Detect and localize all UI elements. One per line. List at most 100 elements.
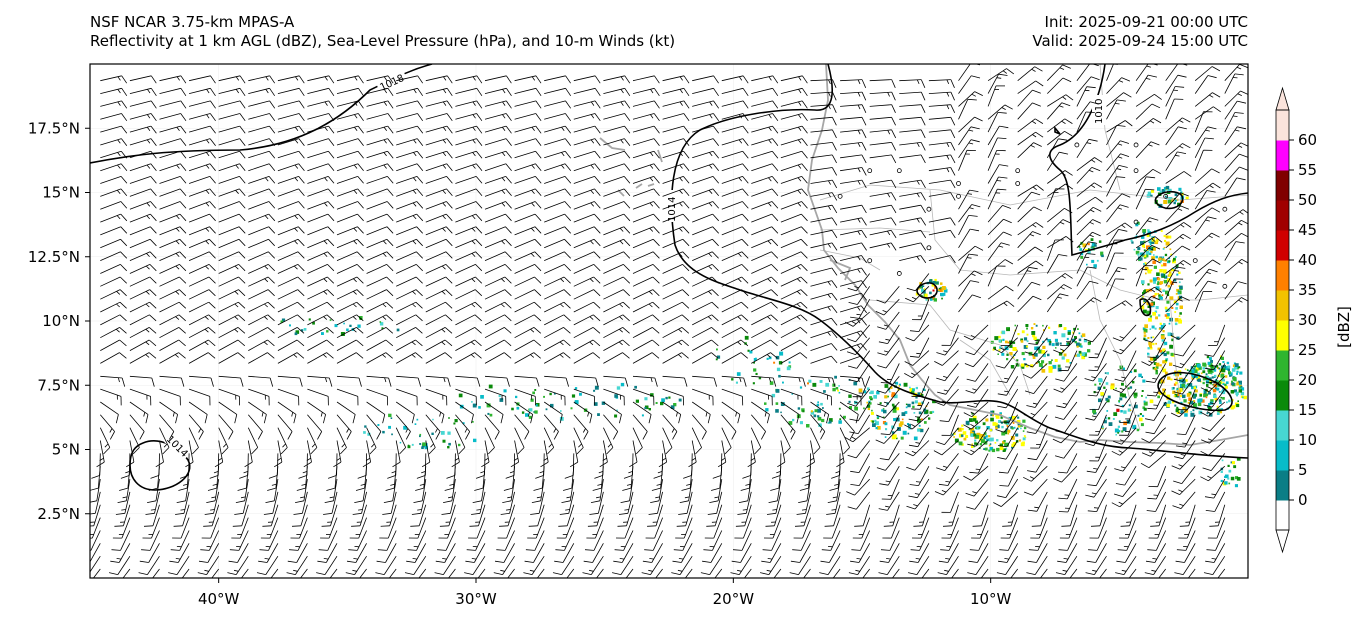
reflectivity-pixel	[839, 418, 842, 421]
wind-barb	[218, 427, 229, 455]
reflectivity-pixel	[1135, 250, 1140, 255]
wind-barb	[839, 330, 868, 339]
wind-barb	[188, 276, 216, 287]
reflectivity-pixel	[620, 382, 625, 387]
wind-barb	[1024, 337, 1048, 356]
wind-barb	[336, 301, 364, 313]
reflectivity-pixel	[958, 441, 963, 446]
reflectivity-pixel	[1191, 385, 1195, 390]
wind-barb	[933, 440, 959, 456]
reflectivity-pixel	[871, 409, 873, 412]
wind-barb	[839, 355, 868, 364]
reflectivity-pixel	[1148, 239, 1152, 242]
reflectivity-pixel	[940, 286, 942, 289]
reflectivity-pixel	[998, 420, 1002, 423]
wind-barb	[336, 339, 364, 351]
reflectivity-pixel	[905, 406, 908, 409]
wind-barb	[425, 388, 448, 406]
reflectivity-pixel	[1073, 327, 1076, 331]
wind-barb	[734, 517, 752, 539]
reflectivity-pixel	[1174, 193, 1178, 197]
wind-barb	[455, 125, 483, 134]
reflectivity-pixel	[1214, 369, 1217, 372]
reflectivity-pixel	[1143, 246, 1146, 249]
reflectivity-pixel	[884, 422, 888, 426]
reflectivity-pixel	[992, 410, 995, 413]
reflectivity-pixel	[905, 403, 908, 406]
wind-barb	[1046, 138, 1068, 159]
wind-barb	[573, 125, 601, 134]
wind-barb	[1135, 93, 1162, 107]
reflectivity-pixel	[992, 348, 995, 351]
reflectivity-pixel	[1207, 361, 1211, 365]
wind-barb	[396, 113, 424, 122]
wind-barb	[846, 337, 871, 355]
wind-barb	[751, 176, 779, 184]
wind-barb	[336, 176, 364, 184]
wind-barb	[908, 555, 930, 575]
wind-barb	[573, 301, 601, 313]
wind-barb	[129, 314, 157, 326]
reflectivity-pixel	[917, 402, 922, 406]
wind-barb	[573, 339, 601, 351]
reflectivity-pixel	[1048, 343, 1052, 346]
wind-barb	[662, 314, 690, 326]
wind-barb	[1173, 363, 1196, 382]
reflectivity-pixel	[1010, 365, 1015, 369]
slp-contour-1010	[1049, 64, 1248, 257]
y-tick-label: 7.5°N	[37, 376, 80, 394]
reflectivity-pixel	[1005, 340, 1008, 344]
wind-barb	[262, 504, 279, 527]
wind-barb	[159, 75, 187, 84]
wind-barb	[877, 388, 900, 407]
wind-barb	[904, 363, 930, 379]
wind-barb	[425, 401, 445, 424]
reflectivity-pixel	[1033, 336, 1037, 340]
wind-barb	[188, 264, 216, 274]
reflectivity-pixel	[1078, 332, 1081, 335]
reflectivity-pixel	[1166, 351, 1170, 355]
wind-barb	[159, 138, 187, 147]
wind-barb	[159, 176, 187, 184]
reflectivity-pixel	[1108, 422, 1113, 426]
reflectivity-pixel	[308, 318, 311, 321]
wind-barb	[632, 138, 660, 147]
calm-wind-marker	[1192, 258, 1198, 264]
wind-barb	[1200, 376, 1226, 392]
wind-barb	[139, 543, 160, 563]
wind-barb	[840, 91, 867, 101]
reflectivity-pixel	[1020, 427, 1022, 430]
reflectivity-pixel	[349, 324, 352, 327]
reflectivity-pixel	[1157, 281, 1160, 284]
wind-barb	[189, 75, 216, 84]
wind-barb	[345, 555, 367, 575]
border-line	[819, 227, 931, 233]
wind-barb	[937, 555, 959, 575]
wind-barb	[1024, 376, 1048, 394]
reflectivity-pixel	[1203, 363, 1207, 367]
wind-barb	[869, 116, 896, 126]
wind-barb	[112, 517, 131, 539]
wind-barb	[1106, 125, 1126, 146]
wind-barb	[995, 414, 1019, 433]
reflectivity-pixel	[1163, 200, 1168, 204]
reflectivity-pixel	[1069, 362, 1072, 364]
wind-barb	[100, 339, 127, 351]
wind-barb	[573, 238, 601, 249]
reflectivity-pixel	[480, 395, 484, 399]
reflectivity-pixel	[1149, 328, 1152, 330]
wind-barb	[248, 388, 270, 406]
reflectivity-pixel	[1061, 356, 1065, 360]
reflectivity-pixel	[1163, 402, 1168, 406]
wind-barb	[971, 517, 989, 539]
model-title: NSF NCAR 3.75-km MPAS-A	[90, 13, 295, 31]
reflectivity-pixel	[391, 433, 393, 436]
wind-barb	[1017, 191, 1041, 210]
wind-barb	[185, 440, 194, 468]
wind-barb	[307, 289, 335, 300]
wind-barb	[1058, 530, 1078, 551]
wind-barb	[336, 251, 364, 261]
wind-barb	[573, 150, 601, 159]
reflectivity-pixel	[1172, 267, 1175, 270]
reflectivity-pixel	[1220, 356, 1224, 360]
